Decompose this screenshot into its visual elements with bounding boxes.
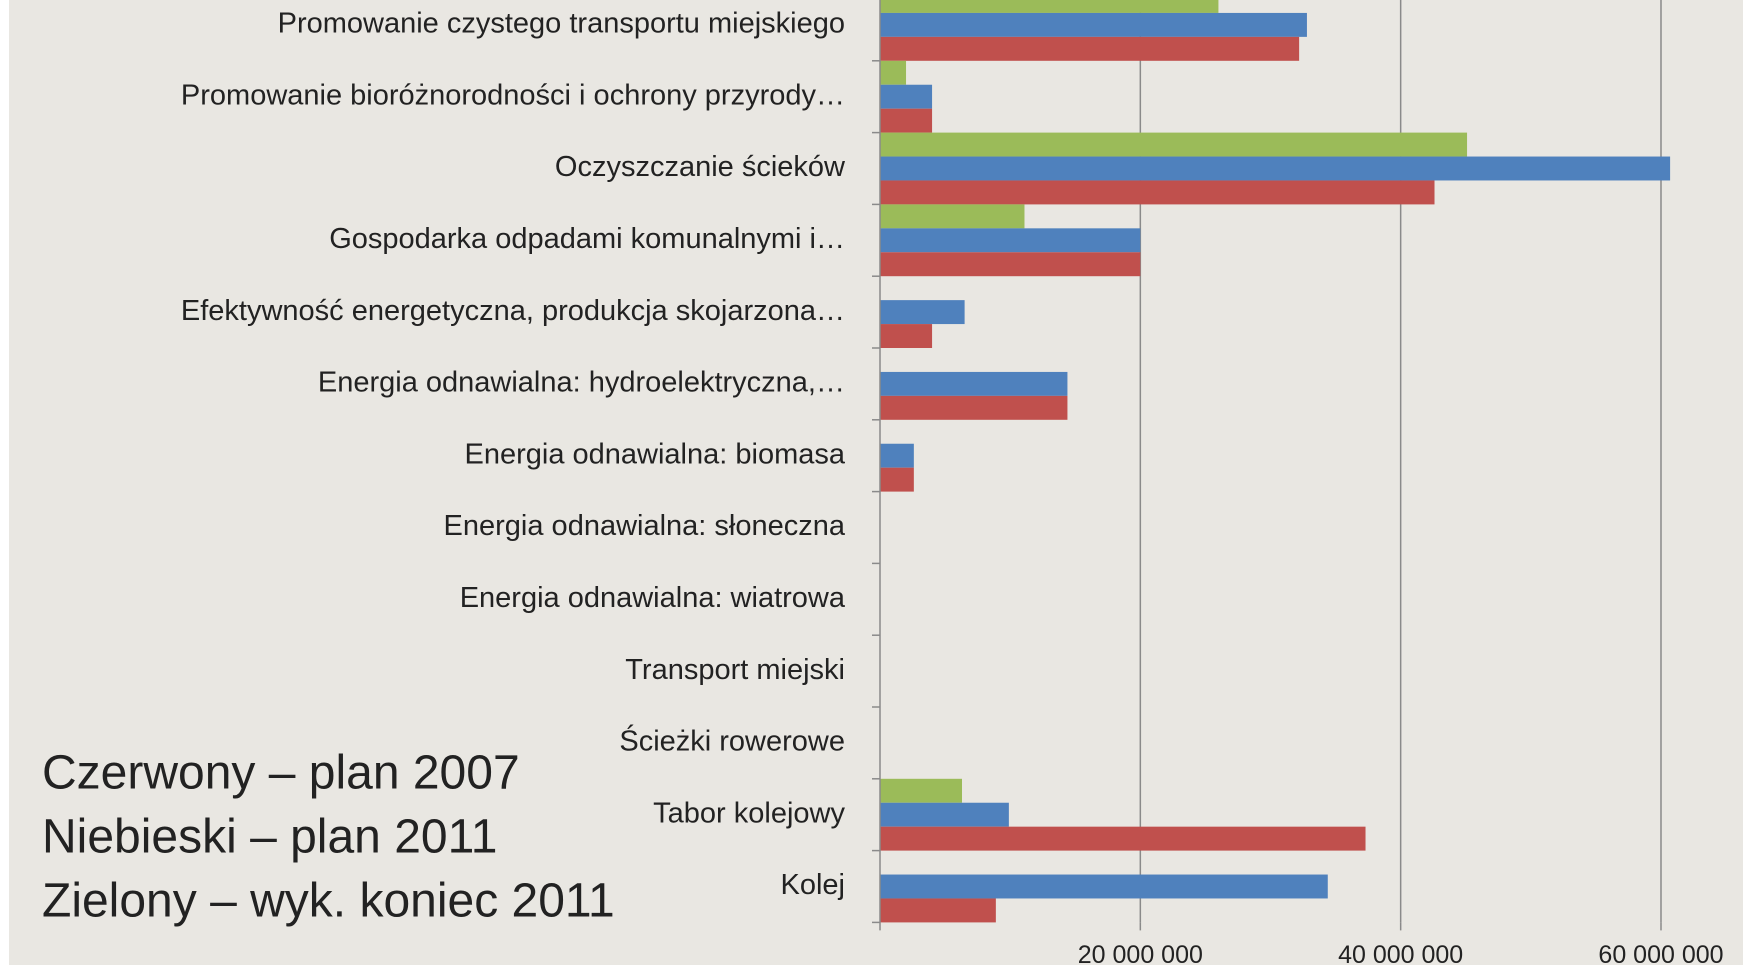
- bar: [880, 300, 965, 325]
- y-tick-label: Energia odnawialna: biomasa: [465, 438, 846, 470]
- bar: [880, 826, 1366, 851]
- x-tick-label: 40 000 000: [1338, 941, 1463, 967]
- bar: [880, 395, 1068, 420]
- bar: [880, 36, 1300, 61]
- bar: [880, 252, 1141, 277]
- y-tick-label: Ścieżki rowerowe: [619, 724, 845, 758]
- bar: [880, 898, 996, 923]
- x-tick-label: 20 000 000: [1078, 941, 1203, 967]
- y-tick-label: Tabor kolejowy: [653, 797, 845, 829]
- bar: [880, 0, 1219, 13]
- bar: [880, 12, 1307, 37]
- y-tick-label: Gospodarka odpadami komunalnymi i…: [329, 223, 845, 255]
- x-tick-label: 60 000 000: [1598, 941, 1723, 967]
- y-tick-label: Oczyszczanie ścieków: [555, 151, 846, 183]
- y-tick-label: Transport miejski: [625, 654, 845, 686]
- y-tick-label: Kolej: [781, 869, 846, 901]
- bar: [880, 443, 914, 468]
- bar: [880, 204, 1025, 229]
- legend-entry: Zielony – wyk. koniec 2011: [42, 875, 615, 928]
- legend-entry: Niebieski – plan 2011: [42, 811, 497, 864]
- bar: [880, 802, 1009, 827]
- bar: [880, 180, 1435, 205]
- y-tick-label: Energia odnawialna: hydroelektryczna,…: [318, 367, 845, 399]
- bar: [880, 324, 933, 348]
- bar: [880, 228, 1141, 253]
- y-tick-label: Efektywność energetyczna, produkcja skoj…: [181, 295, 845, 327]
- legend-entry: Czerwony – plan 2007: [42, 747, 520, 800]
- y-tick-label: Promowanie czystego transportu miejskieg…: [278, 8, 845, 40]
- bar: [880, 778, 963, 803]
- y-tick-label: Energia odnawialna: słoneczna: [444, 510, 846, 542]
- y-tick-label: Promowanie bioróżnorodności i ochrony pr…: [181, 79, 845, 111]
- bar: [880, 874, 1328, 899]
- bar: [880, 60, 907, 85]
- bar: [880, 132, 1468, 157]
- bar: [880, 84, 933, 109]
- bar: [880, 156, 1671, 181]
- y-tick-label: Energia odnawialna: wiatrowa: [460, 582, 846, 614]
- bar: [880, 371, 1068, 396]
- bar: [880, 467, 914, 492]
- bar: [880, 108, 933, 133]
